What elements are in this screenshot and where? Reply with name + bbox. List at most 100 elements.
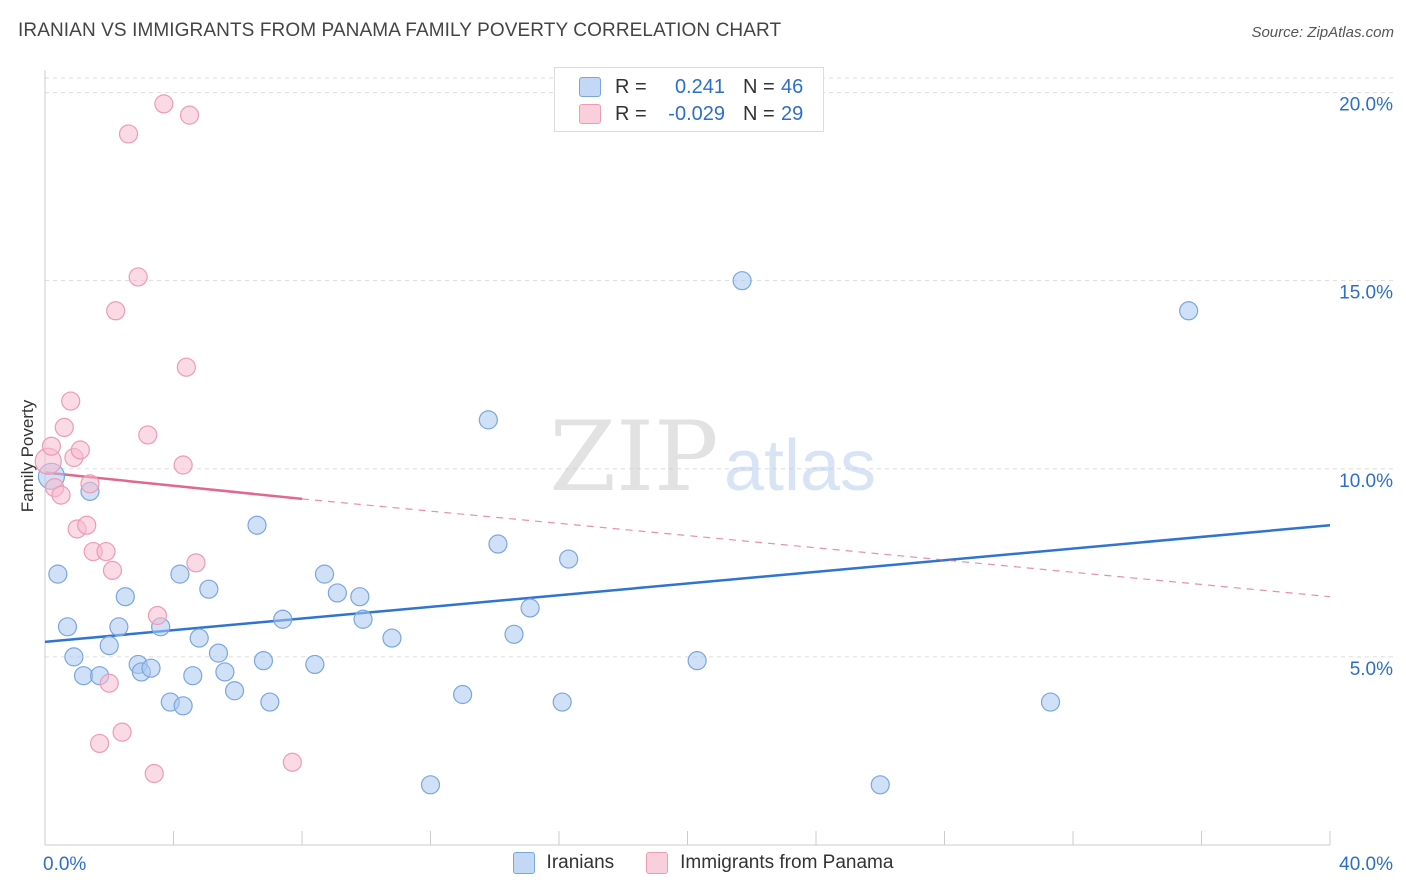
panama-point xyxy=(54,417,74,438)
iranian-point xyxy=(260,692,280,712)
legend-swatch-panama xyxy=(646,852,669,874)
iranian-point xyxy=(115,587,135,607)
panama-point xyxy=(147,605,168,626)
panama-point xyxy=(118,124,139,144)
x-tick-label-min: 0.0% xyxy=(43,854,86,875)
panama-point xyxy=(282,752,302,772)
panama-point xyxy=(96,541,116,562)
panama-point xyxy=(128,267,148,287)
correlation-legend: R = 0.241 N = 46 R = -0.029 N = 29 xyxy=(554,67,824,132)
n-value: 46 xyxy=(781,75,804,98)
iranian-point xyxy=(453,684,473,705)
iranian-point xyxy=(224,681,245,701)
x-tick-label-max: 40.0% xyxy=(1339,854,1393,875)
iranian-point xyxy=(552,692,572,712)
y-tick-label: 20.0% xyxy=(1339,95,1393,116)
iranian-point xyxy=(273,609,293,629)
iranian-point xyxy=(189,628,209,648)
panama-point xyxy=(179,105,200,125)
panama-point xyxy=(144,763,164,784)
iranian-point xyxy=(504,624,524,644)
iranian-point xyxy=(350,587,370,607)
iranian-point xyxy=(208,643,229,663)
iranian-point xyxy=(199,579,219,599)
iranian-point xyxy=(215,662,235,682)
iranian-trend-line xyxy=(44,523,1331,644)
iranian-point xyxy=(353,609,373,629)
legend-item-panama[interactable]: Immigrants from Panama xyxy=(646,852,893,874)
iranian-point xyxy=(109,617,129,637)
panama-point xyxy=(99,673,119,693)
legend-swatch-pink xyxy=(579,104,601,124)
tick-labels: 5.0% 10.0% 15.0% 20.0% 0.0% 40.0% xyxy=(43,95,1393,875)
watermark-atlas: atlas xyxy=(724,426,876,506)
legend-row-iranians: R = 0.241 N = 46 xyxy=(579,73,803,101)
legend-row-panama: R = -0.029 N = 29 xyxy=(579,100,803,128)
watermark: ZIP atlas xyxy=(549,401,876,513)
iranian-point xyxy=(48,564,68,584)
iranian-point xyxy=(520,598,540,618)
r-label: R = xyxy=(615,75,647,98)
panama-point xyxy=(80,474,100,494)
iranian-point xyxy=(732,271,752,291)
iranian-point xyxy=(141,658,161,678)
iranian-point xyxy=(382,628,402,648)
n-label: N = xyxy=(743,102,775,125)
panama-point xyxy=(102,560,123,580)
panama-point xyxy=(138,425,158,445)
source-credit: Source: ZipAtlas.com xyxy=(1251,24,1394,41)
panama-point xyxy=(112,722,132,742)
iranian-point xyxy=(327,583,347,603)
iranian-point xyxy=(253,651,274,671)
iranian-point xyxy=(488,534,508,554)
legend-label-iranians: Iranians xyxy=(546,852,615,873)
y-tick-label: 15.0% xyxy=(1339,283,1393,304)
iranian-point xyxy=(1179,301,1199,321)
iranian-point xyxy=(247,515,267,535)
watermark-zip: ZIP xyxy=(549,401,718,513)
iranian-point xyxy=(183,666,203,686)
panama-point xyxy=(90,733,110,754)
iranian-point xyxy=(57,617,78,637)
n-value: 29 xyxy=(781,102,804,125)
iranian-point xyxy=(99,636,119,656)
panama-point xyxy=(61,391,81,411)
iranian-point xyxy=(559,549,579,569)
panama-point xyxy=(106,301,126,321)
panama-point xyxy=(176,357,196,377)
iranian-point xyxy=(420,775,441,795)
chart-title: IRANIAN VS IMMIGRANTS FROM PANAMA FAMILY… xyxy=(18,20,782,41)
iranian-point xyxy=(1040,692,1061,712)
r-label: R = xyxy=(615,102,647,125)
panama-point xyxy=(51,485,71,505)
legend-swatch-iranians xyxy=(512,852,535,874)
r-value: 0.241 xyxy=(674,75,725,98)
series-legend: Iranians Immigrants from Panama xyxy=(0,852,1406,874)
iranian-point xyxy=(170,564,190,584)
legend-item-iranians[interactable]: Iranians xyxy=(512,852,615,874)
panama-point xyxy=(154,94,174,114)
iranian-point xyxy=(73,666,94,686)
iranian-point xyxy=(64,647,84,667)
legend-label-panama: Immigrants from Panama xyxy=(680,852,894,873)
panama-trend-extension xyxy=(301,498,1331,598)
panama-point xyxy=(77,515,97,535)
iranian-point xyxy=(687,651,707,671)
data-points xyxy=(34,94,1199,795)
iranian-point xyxy=(305,654,325,675)
n-label: N = xyxy=(743,75,775,98)
r-value: -0.029 xyxy=(668,102,725,125)
y-tick-label: 5.0% xyxy=(1350,659,1393,680)
iranian-point xyxy=(478,410,498,430)
iranian-point xyxy=(314,564,335,584)
legend-swatch-blue xyxy=(579,77,601,97)
panama-point xyxy=(173,455,193,475)
panama-point xyxy=(70,440,90,460)
y-tick-label: 10.0% xyxy=(1339,471,1393,492)
iranian-point xyxy=(870,775,890,795)
panama-point xyxy=(41,436,62,456)
panama-point xyxy=(186,553,206,573)
iranian-point xyxy=(173,696,193,716)
gridlines xyxy=(45,77,1395,658)
